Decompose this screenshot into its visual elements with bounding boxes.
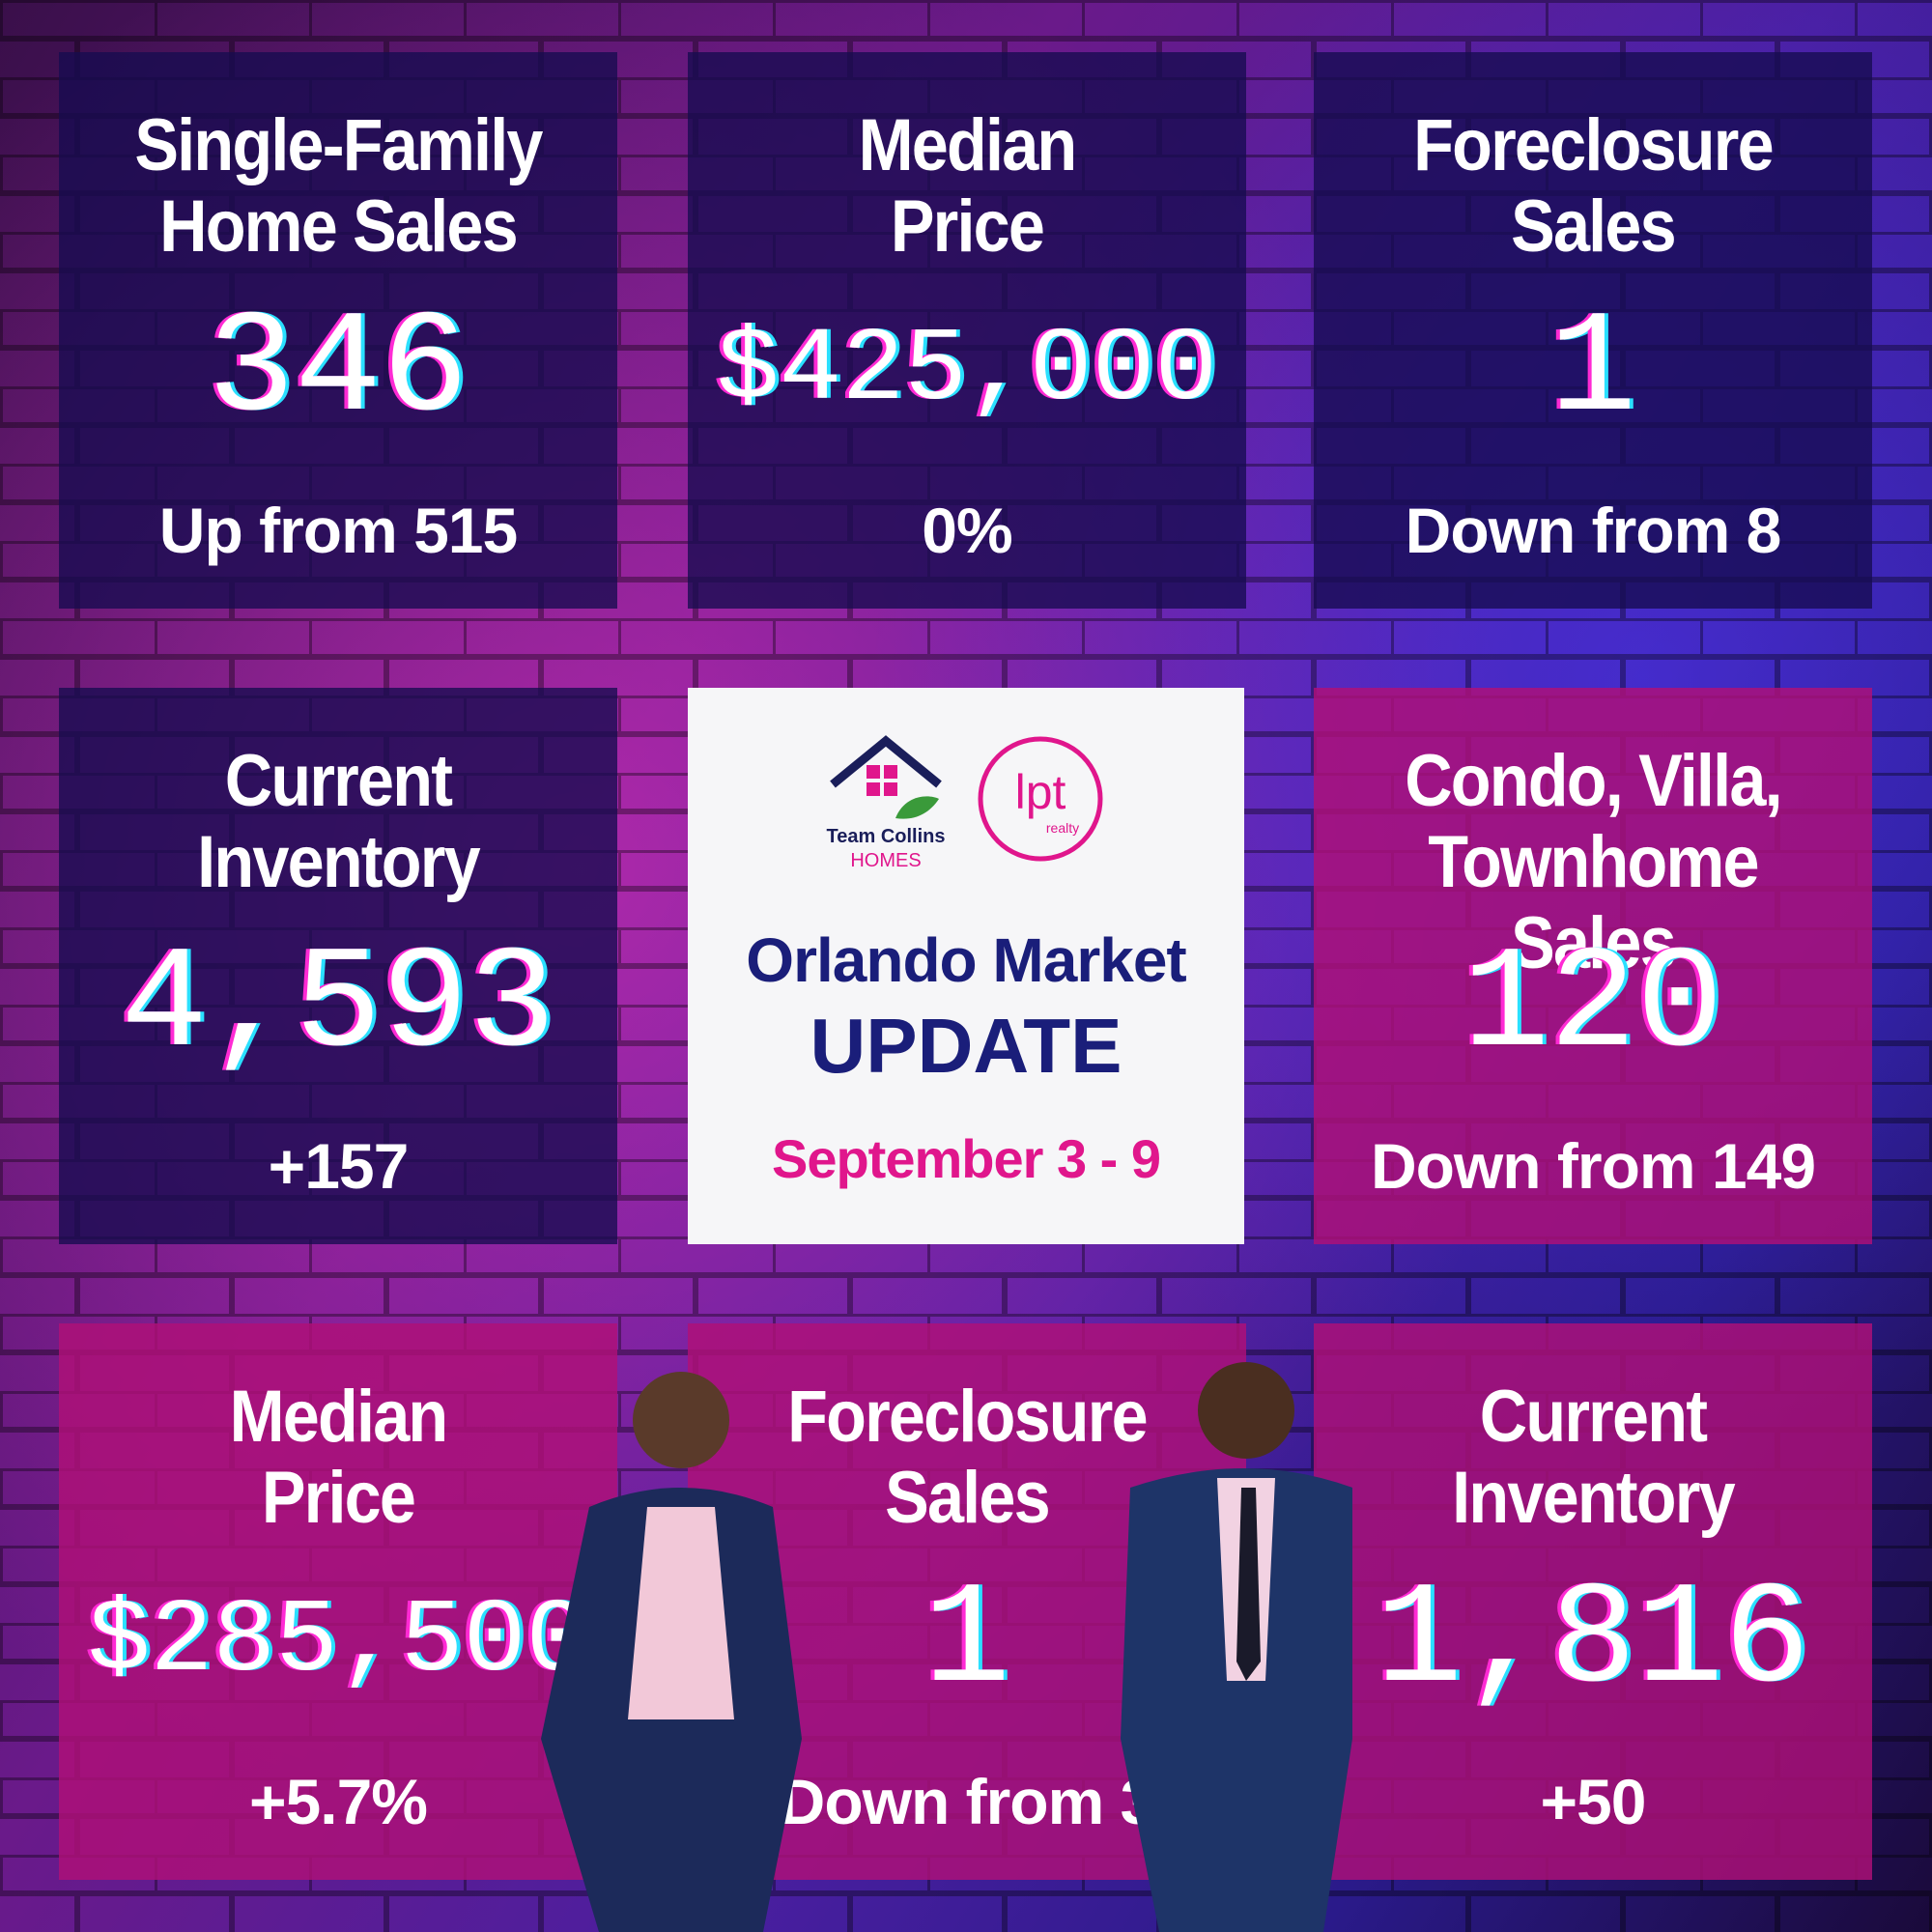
window (884, 782, 897, 796)
card-value: 1,816 (1375, 1560, 1811, 1724)
stat-card: Condo, Villa, Townhome Sales 120 Down fro… (1314, 688, 1872, 1244)
title-line: Price (261, 1457, 416, 1539)
card-title: Foreclosure Sales (716, 1377, 1218, 1539)
card-title: Foreclosure Sales (1342, 105, 1844, 268)
card-value: 1 (1548, 289, 1636, 453)
brand-sub: HOMES (850, 850, 921, 871)
brand-name: Team Collins (827, 826, 946, 847)
partner-logo-ring (978, 736, 1103, 862)
stat-card: Median Price $425,000 0% (688, 52, 1246, 609)
date-range: September 3 - 9 (771, 1128, 1161, 1189)
window (884, 765, 897, 779)
card-title: Current Inventory (87, 741, 589, 903)
title-line: Sales (885, 1457, 1051, 1539)
partner-name: lpt (1015, 765, 1066, 819)
card-change: +50 (1540, 1766, 1647, 1837)
card-title: Condo, Villa, Townhome Sales (1342, 741, 1844, 984)
card-change: +5.7% (249, 1766, 428, 1837)
headline: Orlando Market (746, 925, 1186, 995)
title-line: Median (229, 1376, 449, 1458)
leaf (895, 796, 939, 819)
stat-card: Median Price $285,500 +5.7% (59, 1323, 617, 1880)
card-value: $285,500 (87, 1583, 589, 1701)
title-line: Townhome Sales (1428, 821, 1759, 984)
market-update-card: Team Collins HOMES lpt realty Orlando Ma… (688, 688, 1244, 1244)
window (867, 765, 880, 779)
title-line: Inventory (197, 821, 480, 903)
title-line: Current (224, 740, 453, 822)
house-roof (830, 735, 942, 788)
headline-2: UPDATE (810, 1003, 1122, 1089)
stat-card: Single-Family Home Sales 346 Up from 515 (59, 52, 617, 609)
title-line: Price (890, 185, 1045, 268)
card-value: 346 (207, 289, 469, 453)
title-line: Median (858, 104, 1078, 186)
card-title: Median Price (716, 105, 1218, 268)
card-change: 0% (922, 495, 1012, 566)
card-change: Down from 149 (1370, 1130, 1816, 1202)
card-change: Up from 515 (158, 495, 518, 566)
stat-card: Foreclosure Sales 1 Down from 3 (688, 1323, 1246, 1880)
title-line: Foreclosure (787, 1376, 1149, 1458)
title-line: Current (1479, 1376, 1708, 1458)
card-change: Down from 8 (1405, 495, 1782, 566)
card-title: Single-Family Home Sales (87, 105, 589, 268)
title-line: Inventory (1452, 1457, 1735, 1539)
title-line: Condo, Villa, (1405, 740, 1782, 822)
card-value: 4,593 (120, 924, 556, 1089)
card-title: Current Inventory (1342, 1377, 1844, 1539)
stat-card: Current Inventory 1,816 +50 (1314, 1323, 1872, 1880)
card-value: 120 (1462, 924, 1724, 1089)
title-line: Sales (1511, 185, 1677, 268)
title-line: Foreclosure (1413, 104, 1775, 186)
stat-card: Foreclosure Sales 1 Down from 8 (1314, 52, 1872, 609)
card-value: 1 (923, 1560, 1010, 1724)
window (867, 782, 880, 796)
title-line: Home Sales (159, 185, 519, 268)
title-line: Single-Family (134, 104, 543, 186)
card-change: Down from 3 (779, 1766, 1156, 1837)
card-change: +157 (268, 1130, 410, 1202)
logos: Team Collins HOMES lpt realty (827, 735, 1103, 871)
card-title: Median Price (87, 1377, 589, 1539)
partner-sub: realty (1046, 820, 1079, 836)
card-value: $425,000 (716, 312, 1218, 430)
stat-card: Current Inventory 4,593 +157 (59, 688, 617, 1244)
